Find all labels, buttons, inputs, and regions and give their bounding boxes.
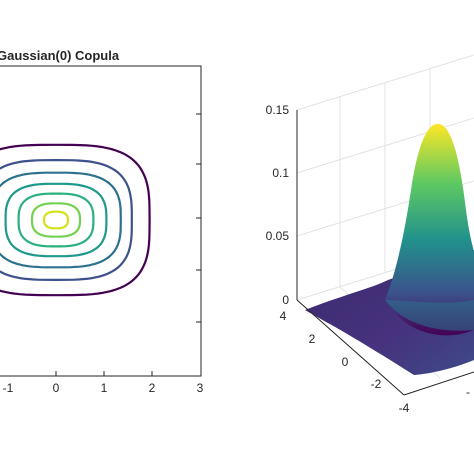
contour-x-tick-label: 2 [149, 381, 156, 395]
contour-line [42, 210, 70, 230]
contour-title: Gaussian(0) Copula [0, 48, 120, 63]
z-tick-label: 0.15 [266, 103, 290, 117]
z-tick-label: 0.1 [272, 166, 289, 180]
contour-right-ticks [55, 113, 201, 376]
y-tick-label: -2 [371, 377, 382, 391]
z-tick-labels: 0 0.05 0.1 0.15 [266, 103, 290, 307]
contour-x-tick-label: -1 [3, 381, 14, 395]
contour-line [17, 192, 95, 248]
back-wall-top-edge [296, 54, 474, 111]
contour-axes-box [0, 65, 202, 377]
x-axis-line [403, 371, 474, 396]
surface-panel: 0 0.05 0.1 0.15 4 2 0 -2 -4 - [266, 54, 474, 415]
contour-line [4, 182, 108, 258]
z-tick-label: 0.05 [266, 229, 290, 243]
x-tick-labels: - [466, 385, 470, 399]
y-axis-line [296, 299, 405, 396]
contour-x-tick-label: 3 [197, 381, 204, 395]
surface-peak-shadow [385, 300, 474, 331]
z-tick-label: 0 [282, 293, 289, 307]
contour-x-tick-label: 1 [101, 381, 108, 395]
contour-line [0, 143, 151, 297]
contour-x-tick-label: 0 [53, 381, 60, 395]
contour-line [0, 158, 133, 282]
y-tick-label: -4 [399, 401, 410, 415]
contour-panel: Gaussian(0) Copula -1 0 1 2 3 [0, 48, 204, 395]
surface-peak [385, 123, 474, 336]
y-tick-label: 4 [280, 309, 287, 323]
y-tick-label: 0 [342, 355, 349, 369]
contour-x-tick-labels: -1 0 1 2 3 [3, 381, 204, 395]
contour-line [30, 202, 82, 238]
y-tick-labels: 4 2 0 -2 -4 [280, 309, 410, 415]
contour-line [0, 171, 122, 269]
x-tick-label: - [466, 385, 470, 399]
contour-lines [0, 143, 151, 297]
y-tick-label: 2 [309, 332, 316, 346]
